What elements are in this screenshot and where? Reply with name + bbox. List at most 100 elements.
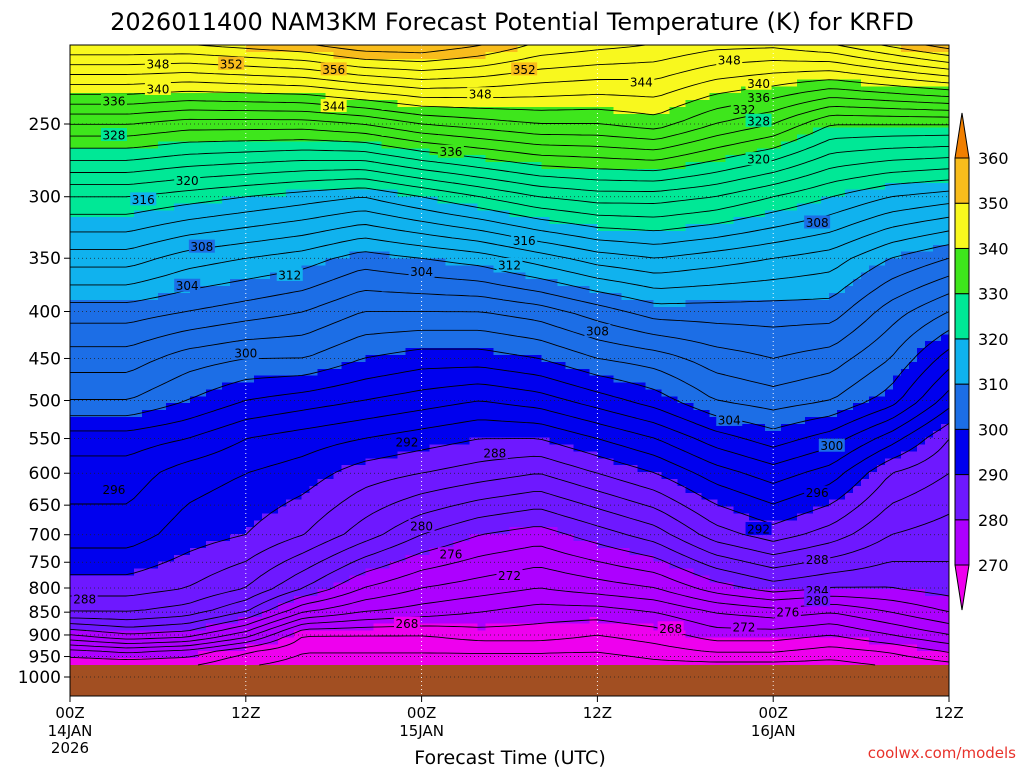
theta-cell bbox=[229, 237, 239, 246]
theta-cell bbox=[213, 320, 223, 329]
theta-cell bbox=[197, 120, 207, 129]
theta-cell bbox=[77, 127, 87, 136]
theta-cell bbox=[781, 134, 790, 143]
theta-cell bbox=[589, 341, 598, 349]
theta-cell bbox=[621, 141, 630, 149]
theta-cell bbox=[581, 306, 591, 315]
theta-cell bbox=[765, 320, 774, 329]
theta-cell bbox=[141, 182, 151, 191]
theta-cell bbox=[597, 93, 606, 101]
theta-cell bbox=[149, 175, 159, 184]
theta-cell bbox=[309, 141, 319, 149]
theta-cell bbox=[221, 313, 231, 322]
theta-cell bbox=[821, 93, 830, 101]
theta-cell bbox=[429, 100, 439, 108]
theta-cell bbox=[277, 65, 287, 74]
theta-cell bbox=[293, 79, 303, 87]
theta-cell bbox=[717, 244, 726, 253]
theta-cell bbox=[149, 51, 159, 60]
theta-cell bbox=[149, 244, 159, 253]
theta-cell bbox=[413, 155, 423, 163]
theta-cell bbox=[437, 45, 447, 53]
theta-cell bbox=[869, 224, 878, 232]
theta-cell bbox=[237, 113, 247, 122]
theta-cell bbox=[501, 203, 511, 211]
theta-cell bbox=[437, 93, 447, 101]
theta-cell bbox=[501, 120, 511, 129]
theta-cell bbox=[293, 100, 303, 108]
theta-cell bbox=[405, 182, 415, 191]
theta-cell bbox=[725, 113, 734, 122]
theta-cell bbox=[613, 127, 622, 136]
theta-cell bbox=[349, 107, 359, 115]
theta-cell bbox=[845, 286, 854, 294]
theta-cell bbox=[749, 203, 758, 211]
theta-cell bbox=[293, 258, 303, 267]
theta-cell bbox=[917, 45, 926, 53]
theta-cell bbox=[453, 162, 463, 170]
theta-cell bbox=[349, 251, 359, 260]
theta-cell bbox=[701, 341, 710, 349]
theta-cell bbox=[365, 231, 375, 239]
theta-cell bbox=[789, 244, 798, 253]
theta-cell bbox=[853, 217, 862, 225]
theta-cell bbox=[189, 224, 199, 232]
theta-cell bbox=[173, 237, 183, 246]
theta-cell bbox=[453, 231, 463, 239]
theta-cell bbox=[805, 79, 814, 87]
theta-cell bbox=[381, 348, 391, 356]
theta-cell bbox=[317, 341, 327, 349]
theta-cell bbox=[421, 320, 431, 329]
theta-cell bbox=[469, 169, 479, 177]
theta-cell bbox=[637, 182, 646, 191]
theta-cell bbox=[941, 341, 950, 349]
theta-cell bbox=[429, 196, 439, 205]
theta-cell bbox=[669, 155, 678, 163]
theta-cell bbox=[453, 224, 463, 232]
theta-cell bbox=[285, 306, 295, 315]
theta-cell bbox=[165, 45, 175, 53]
theta-cell bbox=[613, 210, 622, 218]
theta-cell bbox=[453, 169, 463, 177]
theta-cell bbox=[429, 348, 439, 356]
theta-cell bbox=[557, 148, 567, 156]
theta-cell bbox=[813, 313, 822, 322]
theta-cell bbox=[565, 334, 575, 342]
theta-cell bbox=[389, 182, 399, 191]
theta-cell bbox=[757, 265, 766, 273]
theta-cell bbox=[581, 299, 591, 308]
theta-cell bbox=[629, 182, 638, 191]
theta-cell bbox=[101, 293, 111, 301]
theta-cell bbox=[893, 313, 902, 322]
theta-cell bbox=[221, 348, 231, 356]
theta-cell bbox=[869, 258, 878, 267]
theta-cell bbox=[493, 251, 503, 260]
theta-cell bbox=[893, 293, 902, 301]
theta-cell bbox=[925, 65, 934, 74]
theta-cell bbox=[877, 299, 886, 308]
theta-cell bbox=[405, 120, 415, 129]
theta-cell bbox=[453, 258, 463, 267]
theta-cell bbox=[581, 286, 591, 294]
theta-cell bbox=[821, 327, 830, 335]
theta-cell bbox=[461, 65, 471, 74]
theta-cell bbox=[277, 79, 287, 87]
theta-cell bbox=[901, 58, 910, 67]
theta-cell bbox=[557, 203, 567, 211]
theta-cell bbox=[125, 93, 135, 101]
theta-cell bbox=[581, 45, 591, 53]
theta-cell bbox=[773, 224, 782, 232]
theta-cell bbox=[869, 155, 878, 163]
theta-cell bbox=[869, 217, 878, 225]
theta-cell bbox=[485, 51, 495, 60]
theta-cell bbox=[237, 169, 247, 177]
theta-cell bbox=[453, 120, 463, 129]
theta-cell bbox=[885, 210, 894, 218]
theta-cell bbox=[437, 334, 447, 342]
theta-cell bbox=[845, 127, 854, 136]
theta-cell bbox=[789, 45, 798, 53]
theta-cell bbox=[861, 244, 870, 253]
theta-cell bbox=[541, 299, 551, 308]
theta-cell bbox=[285, 279, 295, 287]
theta-cell bbox=[157, 210, 167, 218]
